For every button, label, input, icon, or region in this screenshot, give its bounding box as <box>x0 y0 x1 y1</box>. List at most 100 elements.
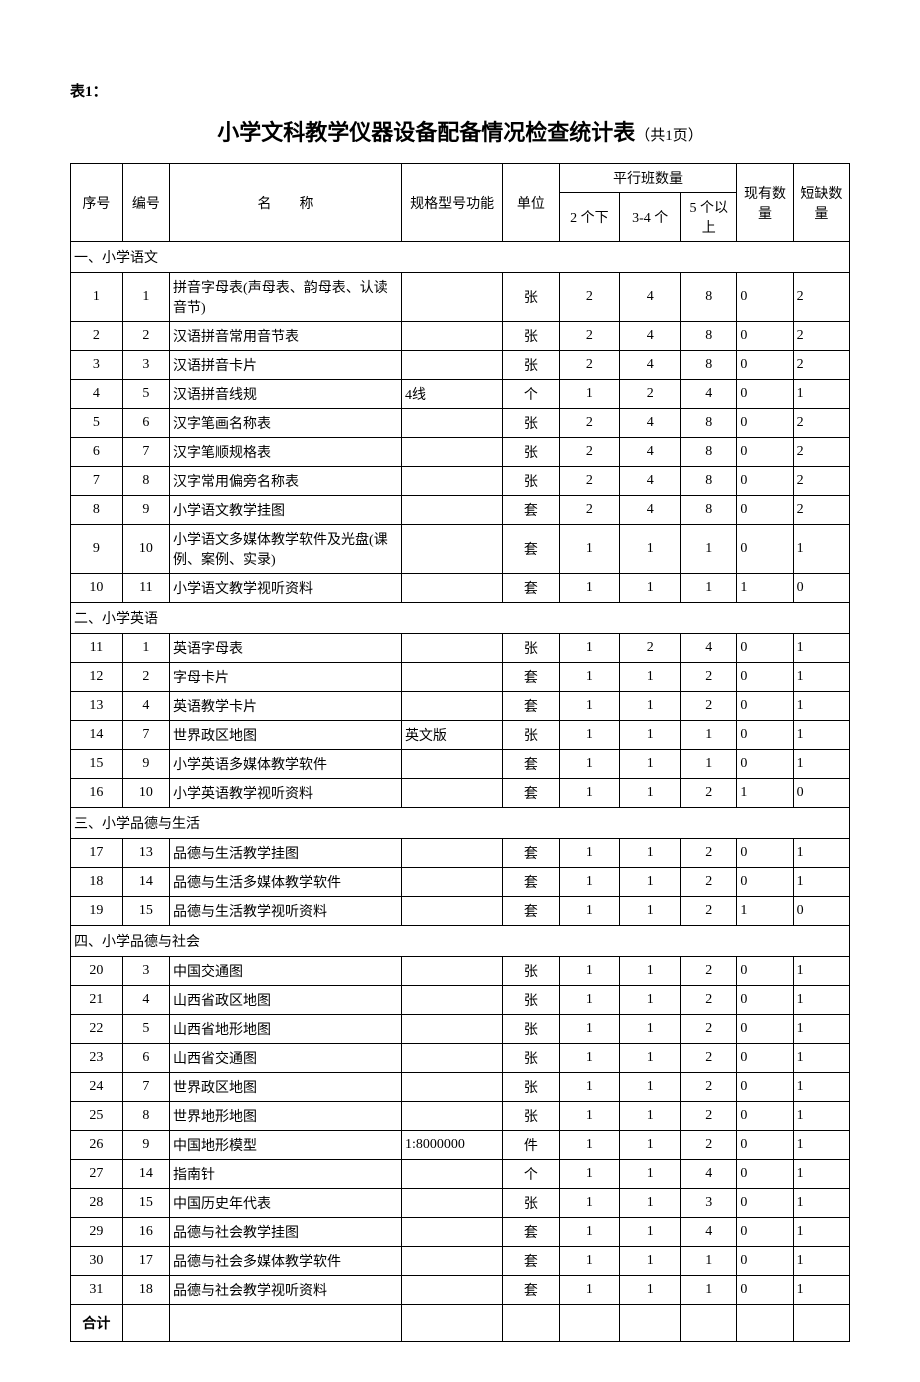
table-head: 序号 编号 名 称 规格型号功能 单位 平行班数量 现有数量 短缺数量 2 个下… <box>71 164 850 242</box>
table-row: 3017品德与社会多媒体教学软件套11101 <box>71 1247 850 1276</box>
cell-name: 汉语拼音常用音节表 <box>170 322 402 351</box>
cell-ex: 0 <box>737 467 793 496</box>
cell-code: 10 <box>122 525 169 574</box>
cell-unit: 张 <box>503 957 559 986</box>
cell-p3: 2 <box>681 897 737 926</box>
cell-name: 汉字常用偏旁名称表 <box>170 467 402 496</box>
cell-p1: 1 <box>559 1131 620 1160</box>
cell-p3: 1 <box>681 721 737 750</box>
cell-name: 汉语拼音卡片 <box>170 351 402 380</box>
th-p3: 5 个以上 <box>681 193 737 242</box>
cell-p1: 1 <box>559 957 620 986</box>
table-row: 147世界政区地图英文版张11101 <box>71 721 850 750</box>
total-cell <box>737 1305 793 1342</box>
table-row: 78汉字常用偏旁名称表张24802 <box>71 467 850 496</box>
cell-code: 2 <box>122 322 169 351</box>
cell-name: 汉字笔画名称表 <box>170 409 402 438</box>
table-row: 2815中国历史年代表张11301 <box>71 1189 850 1218</box>
cell-seq: 11 <box>71 634 123 663</box>
cell-p1: 1 <box>559 380 620 409</box>
cell-seq: 3 <box>71 351 123 380</box>
cell-p2: 1 <box>620 750 681 779</box>
th-existing: 现有数量 <box>737 164 793 242</box>
cell-code: 7 <box>122 438 169 467</box>
cell-p3: 2 <box>681 1073 737 1102</box>
cell-p1: 1 <box>559 574 620 603</box>
cell-p2: 1 <box>620 1218 681 1247</box>
cell-name: 小学英语多媒体教学软件 <box>170 750 402 779</box>
cell-ex: 0 <box>737 1044 793 1073</box>
cell-sh: 2 <box>793 351 849 380</box>
total-cell <box>793 1305 849 1342</box>
cell-unit: 套 <box>503 663 559 692</box>
cell-ex: 0 <box>737 496 793 525</box>
cell-p1: 1 <box>559 663 620 692</box>
table-row: 1814品德与生活多媒体教学软件套11201 <box>71 868 850 897</box>
cell-p2: 4 <box>620 409 681 438</box>
cell-sh: 1 <box>793 525 849 574</box>
cell-sh: 1 <box>793 1160 849 1189</box>
cell-p3: 8 <box>681 322 737 351</box>
cell-spec <box>401 634 502 663</box>
cell-spec <box>401 1160 502 1189</box>
title-main: 小学文科教学仪器设备配备情况检查统计表 <box>217 120 635 145</box>
cell-p2: 1 <box>620 868 681 897</box>
cell-spec <box>401 1276 502 1305</box>
cell-sh: 1 <box>793 957 849 986</box>
cell-p3: 1 <box>681 1276 737 1305</box>
total-row: 合计 <box>71 1305 850 1342</box>
cell-p3: 2 <box>681 839 737 868</box>
cell-p1: 2 <box>559 273 620 322</box>
cell-unit: 张 <box>503 1044 559 1073</box>
cell-code: 1 <box>122 634 169 663</box>
cell-ex: 0 <box>737 380 793 409</box>
cell-seq: 4 <box>71 380 123 409</box>
table-label: 表1： <box>70 80 850 101</box>
cell-p3: 4 <box>681 634 737 663</box>
cell-ex: 0 <box>737 868 793 897</box>
cell-sh: 0 <box>793 574 849 603</box>
cell-seq: 31 <box>71 1276 123 1305</box>
cell-sh: 1 <box>793 839 849 868</box>
cell-p3: 8 <box>681 351 737 380</box>
cell-code: 6 <box>122 409 169 438</box>
cell-spec <box>401 1073 502 1102</box>
total-cell <box>681 1305 737 1342</box>
cell-unit: 张 <box>503 1189 559 1218</box>
cell-code: 9 <box>122 496 169 525</box>
cell-ex: 0 <box>737 273 793 322</box>
cell-p3: 8 <box>681 496 737 525</box>
table-body: 一、小学语文11拼音字母表(声母表、韵母表、认读音节)张2480222汉语拼音常… <box>71 242 850 1342</box>
cell-p2: 1 <box>620 779 681 808</box>
cell-p3: 4 <box>681 380 737 409</box>
cell-p3: 2 <box>681 1131 737 1160</box>
cell-ex: 0 <box>737 1218 793 1247</box>
table-row: 45汉语拼音线规4线个12401 <box>71 380 850 409</box>
cell-spec: 1:8000000 <box>401 1131 502 1160</box>
cell-name: 中国交通图 <box>170 957 402 986</box>
cell-sh: 2 <box>793 409 849 438</box>
cell-spec <box>401 750 502 779</box>
cell-name: 山西省交通图 <box>170 1044 402 1073</box>
cell-name: 小学语文教学视听资料 <box>170 574 402 603</box>
table-row: 159小学英语多媒体教学软件套11101 <box>71 750 850 779</box>
cell-spec <box>401 897 502 926</box>
cell-sh: 1 <box>793 1276 849 1305</box>
cell-spec <box>401 409 502 438</box>
section-header-row: 一、小学语文 <box>71 242 850 273</box>
cell-unit: 张 <box>503 634 559 663</box>
cell-ex: 0 <box>737 692 793 721</box>
cell-code: 4 <box>122 986 169 1015</box>
cell-sh: 1 <box>793 692 849 721</box>
cell-seq: 15 <box>71 750 123 779</box>
table-row: 236山西省交通图张11201 <box>71 1044 850 1073</box>
th-p2: 3-4 个 <box>620 193 681 242</box>
total-cell <box>122 1305 169 1342</box>
cell-seq: 2 <box>71 322 123 351</box>
cell-spec <box>401 496 502 525</box>
page-title: 小学文科教学仪器设备配备情况检查统计表（共1页） <box>70 115 850 147</box>
cell-seq: 6 <box>71 438 123 467</box>
cell-p2: 1 <box>620 1102 681 1131</box>
cell-p2: 1 <box>620 1044 681 1073</box>
cell-p3: 2 <box>681 1044 737 1073</box>
